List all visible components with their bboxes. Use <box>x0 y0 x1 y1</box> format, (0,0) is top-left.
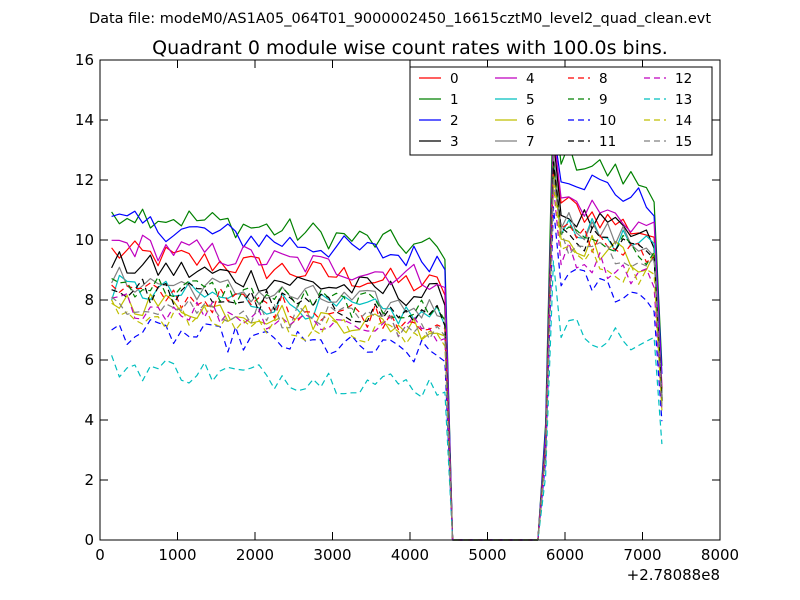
legend-label-11: 11 <box>599 134 616 150</box>
x-tick-label: 3000 <box>313 546 351 564</box>
series-line-4 <box>111 131 663 541</box>
y-tick-label: 2 <box>84 471 94 489</box>
legend-label-0: 0 <box>450 71 459 87</box>
series-line-5 <box>111 161 663 541</box>
series-line-13 <box>111 260 663 541</box>
series-line-7 <box>111 152 663 541</box>
y-tick-label: 16 <box>75 51 94 69</box>
series-line-14 <box>111 182 663 541</box>
chart-suptitle: Data file: modeM0/AS1A05_064T01_90000024… <box>89 11 711 27</box>
legend-label-3: 3 <box>450 134 459 150</box>
y-tick-label: 12 <box>75 171 94 189</box>
plot-area <box>111 92 663 541</box>
series-line-6 <box>111 170 663 541</box>
legend-label-1: 1 <box>450 92 459 108</box>
x-tick-label: 2000 <box>236 546 274 564</box>
legend-box <box>409 66 713 156</box>
series-line-8 <box>111 164 663 541</box>
x-tick-label: 6000 <box>546 546 584 564</box>
legend-label-6: 6 <box>526 113 535 129</box>
y-tick-label: 4 <box>84 411 94 429</box>
y-tick-label: 10 <box>75 231 94 249</box>
x-offset-label: +2.78088e8 <box>627 566 720 584</box>
legend-label-15: 15 <box>675 134 692 150</box>
x-tick-label: 0 <box>95 546 105 564</box>
legend-label-14: 14 <box>675 113 692 129</box>
y-tick-label: 8 <box>84 291 94 309</box>
chart-title: Quadrant 0 module wise count rates with … <box>152 37 668 59</box>
x-tick-label: 5000 <box>468 546 506 564</box>
series-line-15 <box>111 176 663 541</box>
x-tick-label: 8000 <box>701 546 739 564</box>
legend-label-13: 13 <box>675 92 692 108</box>
y-tick-label: 6 <box>84 351 94 369</box>
series-line-1 <box>111 92 663 541</box>
legend-label-9: 9 <box>599 92 608 108</box>
y-tick-label: 14 <box>75 111 94 129</box>
x-tick-label: 7000 <box>623 546 661 564</box>
x-tick-label: 1000 <box>158 546 196 564</box>
legend-label-5: 5 <box>526 92 535 108</box>
legend-label-8: 8 <box>599 71 608 87</box>
series-line-0 <box>111 140 663 541</box>
series-line-11 <box>111 161 663 541</box>
series-line-3 <box>111 137 663 541</box>
legend-label-4: 4 <box>526 71 535 87</box>
series-line-9 <box>111 161 663 541</box>
x-tick-label: 4000 <box>391 546 429 564</box>
legend-label-7: 7 <box>526 134 535 150</box>
y-tick-label: 0 <box>84 531 94 549</box>
series-line-2 <box>111 128 663 541</box>
series-line-12 <box>111 185 663 541</box>
legend-label-12: 12 <box>675 71 692 87</box>
legend-label-10: 10 <box>599 113 616 129</box>
legend-label-2: 2 <box>450 113 459 129</box>
